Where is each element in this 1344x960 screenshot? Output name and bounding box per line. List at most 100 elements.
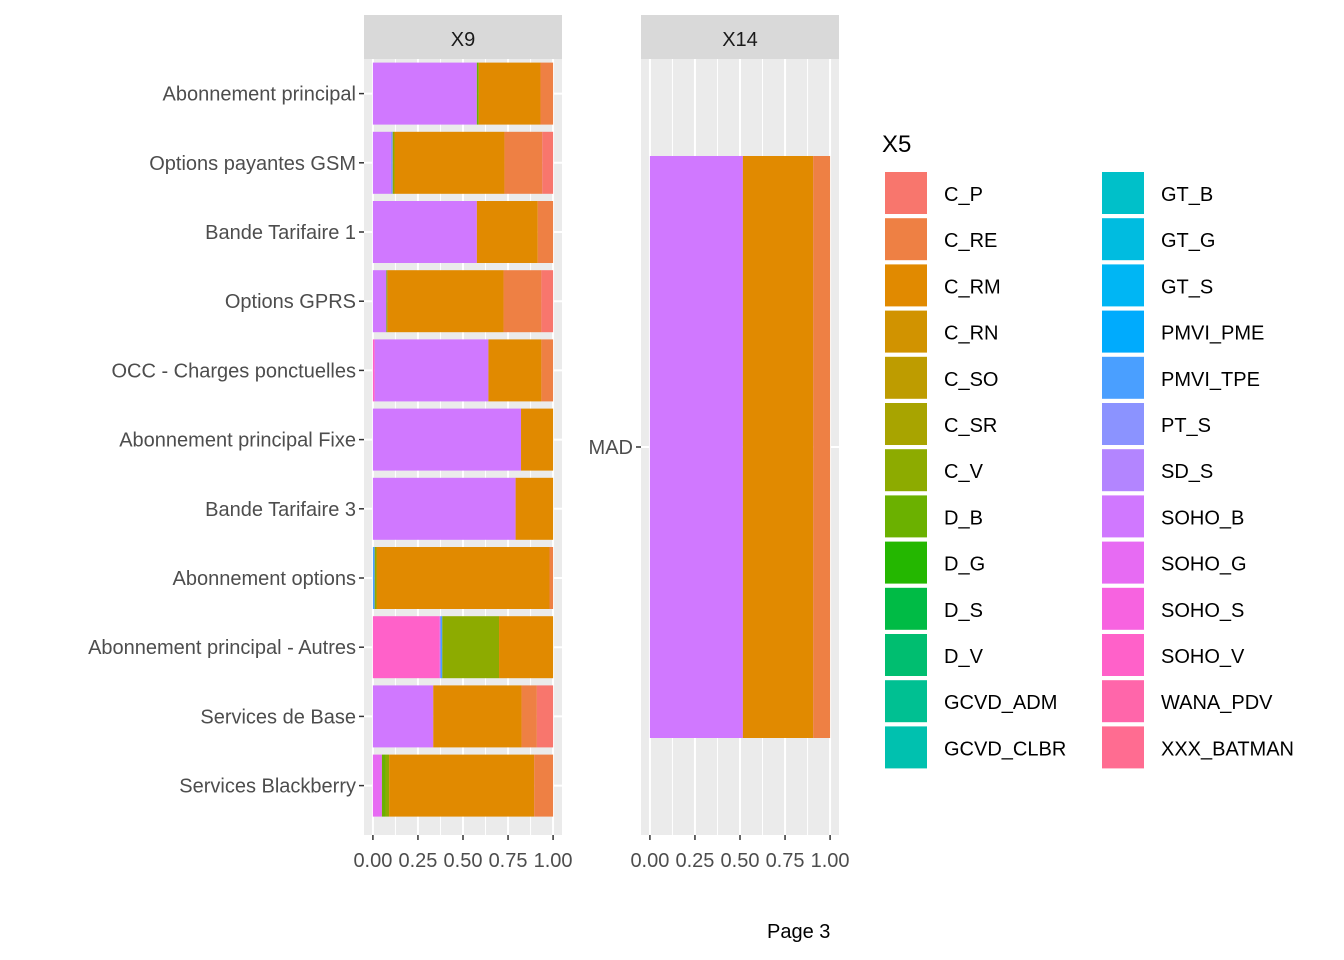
legend-label: GCVD_CLBR <box>944 738 1066 760</box>
legend-key <box>1102 680 1144 723</box>
bar-segment-pmvi-tpe <box>372 547 375 609</box>
legend-key <box>885 495 927 538</box>
legend-label: XXX_BATMAN <box>1161 738 1294 760</box>
legend-key <box>1102 449 1144 492</box>
legend-key <box>1102 310 1144 353</box>
bar-segment-pmvi-tpe <box>440 616 443 679</box>
y-tick-label: Bande Tarifaire 1 <box>205 222 356 244</box>
legend-key <box>885 310 927 353</box>
legend-item: C_SR <box>885 403 997 445</box>
bar-segment-soho-b <box>372 131 391 194</box>
y-tick-label: Abonnement principal Fixe <box>119 430 356 452</box>
legend-item: XXX_BATMAN <box>1102 726 1294 769</box>
panel-x14: X14 MAD 0.00 0.25 0.50 0.75 1.00 <box>589 15 850 872</box>
x-tick-label: 0.00 <box>353 850 392 872</box>
bar-segment-c-rm <box>433 685 522 748</box>
bar-segment-pt-s <box>390 131 393 194</box>
bar-segment-c-re <box>549 547 554 609</box>
bar-segment-c-p <box>541 270 554 333</box>
x-tick-label: 1.00 <box>811 850 850 872</box>
y-tick-label: Abonnement principal <box>163 84 356 106</box>
stacked-bar <box>372 131 554 194</box>
stacked-bar <box>372 547 554 609</box>
stacked-bar <box>372 201 554 263</box>
y-tick-label: Abonnement principal - Autres <box>88 637 356 659</box>
legend-label: GT_B <box>1161 184 1213 206</box>
legend-label: C_RN <box>944 323 998 345</box>
bar-segment-c-re <box>537 201 554 263</box>
legend-label: SOHO_V <box>1161 646 1245 668</box>
legend-label: GCVD_ADM <box>944 692 1057 714</box>
bar-segment-c-re <box>503 270 542 333</box>
legend-label: GT_S <box>1161 276 1213 298</box>
y-tick-label: Services de Base <box>200 706 356 728</box>
legend-item: C_V <box>885 449 984 492</box>
stacked-bar <box>372 754 554 817</box>
bar-segment-c-p <box>536 685 554 748</box>
x-tick-label: 0.75 <box>766 850 805 872</box>
bar-segment-soho-g <box>372 754 382 817</box>
legend-key <box>1102 172 1144 214</box>
bar-segment-c-rm <box>389 754 535 817</box>
legend-key <box>1102 264 1144 307</box>
bar-segment-c-rm <box>394 131 505 194</box>
legend-key <box>1102 634 1144 676</box>
bar-segment-soho-b <box>439 616 441 679</box>
legend-key <box>1102 218 1144 261</box>
bar-segment-soho-b <box>374 339 489 402</box>
legend-label: C_RM <box>944 276 1001 298</box>
stacked-bar <box>372 616 554 679</box>
legend-label: GT_G <box>1161 230 1215 252</box>
bar-segment-d-b <box>476 62 479 125</box>
legend-item: PMVI_PME <box>1102 310 1264 353</box>
stacked-bar <box>372 408 554 471</box>
panel-strip <box>364 15 562 59</box>
legend-item: C_RE <box>885 218 997 261</box>
legend-item: PMVI_TPE <box>1102 356 1260 399</box>
legend-item: GT_B <box>1102 172 1213 214</box>
bar-segment-c-re <box>541 339 554 402</box>
y-tick-label: Services Blackberry <box>179 776 356 798</box>
stacked-bar <box>649 156 831 738</box>
bar-segment-c-v <box>374 547 377 609</box>
legend-item: SOHO_V <box>1102 634 1245 676</box>
y-tick-label: MAD <box>589 437 633 459</box>
stacked-bar <box>372 685 554 748</box>
legend-label: D_B <box>944 507 983 529</box>
legend-label: WANA_PDV <box>1161 692 1273 714</box>
legend-item: SOHO_G <box>1102 541 1247 584</box>
bar-segment-c-v <box>442 616 500 679</box>
y-tick-label: OCC - Charges ponctuelles <box>111 360 356 382</box>
bar-segment-c-v <box>385 754 390 817</box>
legend-item: SOHO_S <box>1102 587 1244 630</box>
bar-segment-c-rm <box>376 547 550 609</box>
legend-label: SOHO_B <box>1161 507 1244 529</box>
stacked-bar <box>372 62 554 125</box>
y-tick-label: Bande Tarifaire 3 <box>205 499 356 521</box>
bar-segment-c-rm <box>476 201 538 263</box>
bar-segment-d-b <box>381 754 386 817</box>
legend-key <box>885 449 927 492</box>
legend-label: SD_S <box>1161 461 1213 483</box>
panel-x9: X9 Abonnement principal Options payantes G… <box>88 15 573 872</box>
legend-key <box>885 680 927 723</box>
y-tick-label: Options payantes GSM <box>149 153 356 175</box>
legend-item: D_V <box>885 634 984 676</box>
bar-segment-c-re <box>521 685 537 748</box>
legend-label: PT_S <box>1161 415 1211 437</box>
legend-key <box>885 541 927 584</box>
panel-strip <box>641 15 839 59</box>
bar-segment-soho-v <box>372 339 375 402</box>
legend-label: C_SR <box>944 415 997 437</box>
legend-item: GCVD_ADM <box>885 680 1057 723</box>
bar-segment-c-rm <box>742 156 814 738</box>
legend-item: GT_G <box>1102 218 1215 261</box>
x-tick-label: 0.00 <box>630 850 669 872</box>
bar-segment-soho-b <box>372 201 477 263</box>
x-tick-label: 0.25 <box>675 850 714 872</box>
legend-title: X5 <box>882 131 911 158</box>
legend-item: PT_S <box>1102 403 1211 445</box>
legend-item: C_RM <box>885 264 1001 307</box>
legend-label: SOHO_S <box>1161 600 1244 622</box>
